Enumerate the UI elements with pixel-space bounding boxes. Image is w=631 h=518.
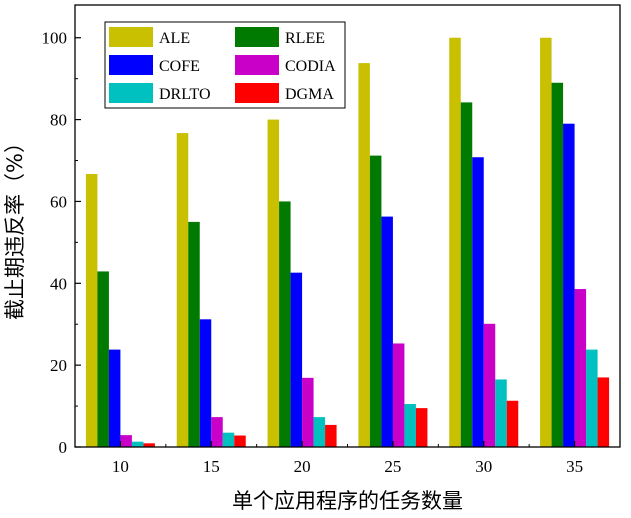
bar-drlto-15 <box>222 432 235 447</box>
bar-rlee-30 <box>460 102 473 448</box>
bar-rlee-15 <box>188 221 200 447</box>
bar-cofe-15 <box>199 319 212 447</box>
bar-drlto-30 <box>495 379 507 447</box>
legend-swatch-dgma <box>235 83 279 103</box>
legend-label-dgma: DGMA <box>285 86 334 103</box>
bar-drlto-35 <box>586 349 598 447</box>
legend-label-codia: CODIA <box>285 58 336 75</box>
x-tick-label: 30 <box>475 457 492 476</box>
bar-rlee-10 <box>97 271 109 447</box>
x-tick-label: 20 <box>294 457 311 476</box>
y-tick-label: 40 <box>50 274 67 293</box>
legend-swatch-codia <box>235 55 279 75</box>
bar-cofe-10 <box>108 349 121 447</box>
bar-cofe-25 <box>381 216 393 447</box>
legend-swatch-cofe <box>109 55 153 75</box>
bar-dgma-30 <box>506 400 519 447</box>
x-axis-title: 单个应用程序的任务数量 <box>232 489 463 513</box>
bar-drlto-25 <box>404 404 416 447</box>
y-tick-label: 80 <box>50 111 67 130</box>
x-tick-label: 25 <box>384 457 401 476</box>
x-tick-label: 15 <box>203 457 220 476</box>
bar-dgma-20 <box>325 424 337 447</box>
bar-rlee-25 <box>369 155 382 448</box>
bar-rlee-20 <box>279 201 291 447</box>
bar-codia-10 <box>120 435 132 447</box>
bar-ale-35 <box>540 37 552 448</box>
bars-layer <box>85 37 610 448</box>
legend-swatch-drlto <box>109 83 153 103</box>
legend-swatch-ale <box>109 27 153 47</box>
y-tick-label: 60 <box>50 192 67 211</box>
bar-rlee-35 <box>551 82 564 447</box>
axis-ticks: 0 20 40 60 80 100 10 15 20 25 30 35 <box>42 29 584 476</box>
bar-dgma-25 <box>415 408 428 447</box>
bar-dgma-10 <box>143 443 155 447</box>
bar-codia-25 <box>392 343 405 447</box>
x-tick-label: 35 <box>566 457 583 476</box>
bar-ale-15 <box>176 133 189 447</box>
y-tick-label: 100 <box>42 29 68 48</box>
bar-drlto-20 <box>313 417 326 447</box>
y-axis-title: 截止期违反率（%） <box>3 132 27 320</box>
bar-ale-20 <box>267 119 280 447</box>
bar-cofe-35 <box>563 123 575 447</box>
bar-codia-35 <box>574 289 587 447</box>
y-tick-label: 20 <box>50 356 67 375</box>
x-tick-label: 10 <box>112 457 129 476</box>
legend-label-cofe: COFE <box>159 58 200 75</box>
bar-dgma-15 <box>234 435 246 447</box>
bar-ale-30 <box>449 37 461 448</box>
bar-cofe-30 <box>472 157 484 448</box>
bar-ale-25 <box>358 63 370 448</box>
bar-dgma-35 <box>597 377 610 447</box>
legend-label-ale: ALE <box>159 30 190 47</box>
legend-swatch-rlee <box>235 27 279 47</box>
bar-drlto-10 <box>131 441 144 447</box>
bar-cofe-20 <box>290 272 303 447</box>
legend-label-drlto: DRLTO <box>159 86 211 103</box>
bar-codia-20 <box>302 377 314 447</box>
bar-codia-30 <box>483 323 496 447</box>
bar-ale-10 <box>85 174 98 447</box>
legend-label-rlee: RLEE <box>285 30 325 47</box>
y-tick-label: 0 <box>59 438 68 457</box>
bar-codia-15 <box>211 417 223 447</box>
legend: ALE RLEE COFE CODIA DRLTO DGMA <box>104 21 346 109</box>
